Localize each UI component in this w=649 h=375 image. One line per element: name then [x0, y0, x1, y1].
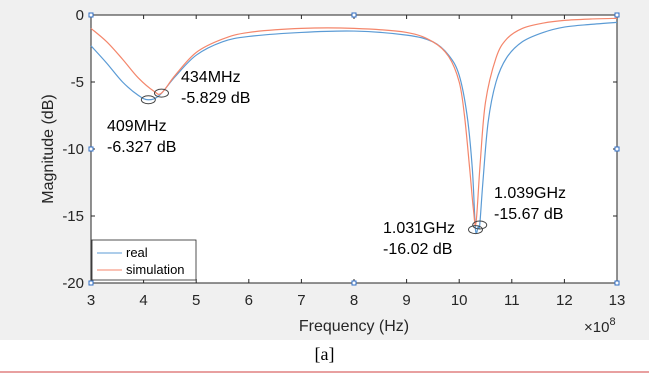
magnitude-chart: 3 4 5 6 7 8 9 10 11 12 13 0 -5 -10 -15 -20 409MHz -6.327… [40, 7, 625, 336]
x-exponent-label: ×108 [584, 316, 616, 336]
y-tick-label: -15 [62, 208, 84, 225]
y-tick-label: -20 [62, 275, 84, 292]
x-tick-label: 10 [451, 292, 468, 309]
x-tick-label: 13 [609, 292, 626, 309]
y-tick-label: -5 [71, 74, 84, 91]
y-tick-label: 0 [76, 7, 84, 24]
annotation-marker [153, 88, 169, 98]
x-tick-label: 5 [192, 292, 200, 309]
axis-handle [614, 280, 620, 286]
annotation-mag: -15.67 dB [494, 206, 563, 223]
annotation-freq: 1.031GHz [383, 220, 455, 237]
annotation-marker [472, 220, 488, 230]
x-axis-label: Frequency (Hz) [299, 318, 409, 335]
legend-label-real: real [126, 245, 148, 260]
axis-handle [614, 146, 620, 152]
annotation-mag: -16.02 dB [383, 241, 452, 258]
plot-area [90, 14, 618, 284]
annotation-freq: 1.039GHz [494, 185, 566, 202]
axis-handle [614, 12, 620, 18]
annotation-mag: -5.829 dB [181, 90, 250, 107]
annotations: 409MHz -6.327 dB 434MHz -5.829 dB 1.031GHz -1… [107, 69, 566, 258]
series-line-simulation [90, 17, 618, 226]
x-tick-label: 7 [297, 292, 305, 309]
legend: real simulation [91, 239, 197, 281]
axis-handle [351, 12, 357, 18]
figure-caption: [a] [314, 344, 335, 364]
x-tick-label: 12 [556, 292, 573, 309]
x-tick-label: 9 [402, 292, 410, 309]
axis-handle [88, 280, 94, 286]
x-tick-label: 6 [245, 292, 253, 309]
axis-handle [351, 280, 357, 286]
axis-handle [88, 146, 94, 152]
axis-handle [88, 12, 94, 18]
axis-ticks: 3 4 5 6 7 8 9 10 11 12 13 0 -5 -10 -15 -20 [62, 7, 625, 309]
annotation-marker [140, 95, 156, 105]
y-tick-label: -10 [62, 141, 84, 158]
legend-label-simulation: simulation [126, 262, 185, 277]
annotation-mag: -6.327 dB [107, 139, 176, 156]
x-tick-label: 11 [504, 292, 520, 309]
annotation-freq: 409MHz [107, 118, 167, 135]
x-tick-label: 8 [350, 292, 358, 309]
legend-box [91, 239, 197, 281]
x-tick-label: 4 [139, 292, 147, 309]
caption-divider [0, 371, 649, 373]
x-tick-label: 3 [87, 292, 95, 309]
figure-panel: 3 4 5 6 7 8 9 10 11 12 13 0 -5 -10 -15 -20 409MHz -6.327… [0, 0, 649, 340]
annotation-marker [468, 225, 484, 235]
y-axis-label: Magnitude (dB) [40, 94, 57, 203]
annotation-freq: 434MHz [181, 69, 241, 86]
